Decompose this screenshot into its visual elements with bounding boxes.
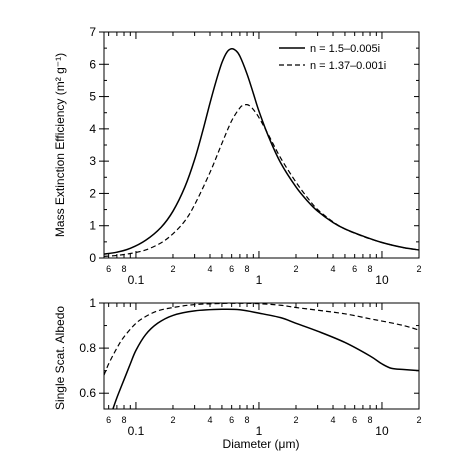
extinction-x-minor-tick-label: 8 — [245, 264, 250, 274]
extinction-y-tick-label: 6 — [89, 57, 96, 71]
albedo-x-minor-tick-label: 8 — [245, 415, 250, 425]
extinction-x-major-tick-label: 0.1 — [128, 273, 145, 287]
albedo-x-minor-tick-label: 6 — [229, 415, 234, 425]
extinction-series-solid — [103, 48, 420, 255]
albedo-y-axis-label: Single Scat. Albedo — [53, 306, 67, 410]
extinction-curves — [103, 48, 420, 257]
albedo-ticks: 0.1 1 10 6 8 2 4 6 8 2 4 6 8 2 0.6 0.8 1 — [79, 296, 421, 438]
extinction-x-minor-tick-label: 6 — [106, 264, 111, 274]
extinction-y-axis-label: Mass Extinction Efficiency (m² g⁻¹) — [53, 53, 67, 237]
albedo-plot-frame — [103, 302, 420, 410]
extinction-y-tick-label: 7 — [89, 25, 96, 39]
albedo-y-tick-label: 0.8 — [79, 341, 96, 355]
albedo-x-major-tick-label: 0.1 — [128, 424, 145, 438]
extinction-ticks: 0.1 1 10 6 8 2 4 6 8 2 4 6 8 2 0 1 2 3 4 5 6 7 — [89, 25, 421, 287]
extinction-x-minor-tick-label: 4 — [331, 264, 336, 274]
legend-solid-label: n = 1.5–0.005i — [310, 43, 380, 55]
extinction-x-minor-tick-label: 2 — [170, 264, 175, 274]
extinction-x-minor-tick-label: 8 — [368, 264, 373, 274]
extinction-y-tick-label: 0 — [89, 251, 96, 265]
albedo-x-minor-tick-label: 6 — [352, 415, 357, 425]
albedo-series-dashed — [103, 302, 420, 376]
albedo-x-major-tick-label: 1 — [256, 424, 263, 438]
albedo-y-tick-label: 1 — [89, 296, 96, 310]
albedo-x-minor-tick-label: 2 — [293, 415, 298, 425]
extinction-panel: 0.1 1 10 6 8 2 4 6 8 2 4 6 8 2 0 1 2 3 4 5 6 7 n = 1.5–0.005i… — [53, 25, 422, 287]
albedo-x-minor-tick-label: 6 — [106, 415, 111, 425]
extinction-x-minor-tick-label: 8 — [122, 264, 127, 274]
albedo-x-minor-tick-label: 8 — [122, 415, 127, 425]
legend: n = 1.5–0.005i n = 1.37–0.001i — [279, 43, 386, 72]
albedo-panel: 0.1 1 10 6 8 2 4 6 8 2 4 6 8 2 0.6 0.8 1 Single Scat. Al… — [53, 296, 422, 451]
albedo-x-minor-tick-label: 4 — [331, 415, 336, 425]
extinction-x-minor-tick-label: 2 — [416, 264, 421, 274]
x-axis-label: Diameter (μm) — [223, 437, 300, 451]
extinction-x-minor-tick-label: 2 — [293, 264, 298, 274]
albedo-x-minor-tick-label: 4 — [207, 415, 212, 425]
albedo-y-tick-label: 0.6 — [79, 386, 96, 400]
albedo-x-major-tick-label: 10 — [375, 424, 389, 438]
extinction-x-minor-tick-label: 4 — [207, 264, 212, 274]
extinction-x-minor-tick-label: 6 — [229, 264, 234, 274]
albedo-x-minor-tick-label: 8 — [368, 415, 373, 425]
albedo-x-minor-tick-label: 2 — [170, 415, 175, 425]
extinction-y-tick-label: 3 — [89, 154, 96, 168]
extinction-y-tick-label: 2 — [89, 186, 96, 200]
extinction-x-minor-tick-label: 6 — [352, 264, 357, 274]
extinction-x-major-tick-label: 10 — [375, 273, 389, 287]
albedo-x-minor-tick-label: 2 — [416, 415, 421, 425]
albedo-curves — [103, 302, 420, 410]
extinction-y-tick-label: 4 — [89, 122, 96, 136]
albedo-series-solid — [112, 308, 420, 410]
extinction-y-tick-label: 1 — [89, 219, 96, 233]
extinction-y-tick-label: 5 — [89, 90, 96, 104]
extinction-x-major-tick-label: 1 — [256, 273, 263, 287]
extinction-series-dashed — [103, 103, 420, 257]
legend-dashed-label: n = 1.37–0.001i — [310, 60, 386, 72]
